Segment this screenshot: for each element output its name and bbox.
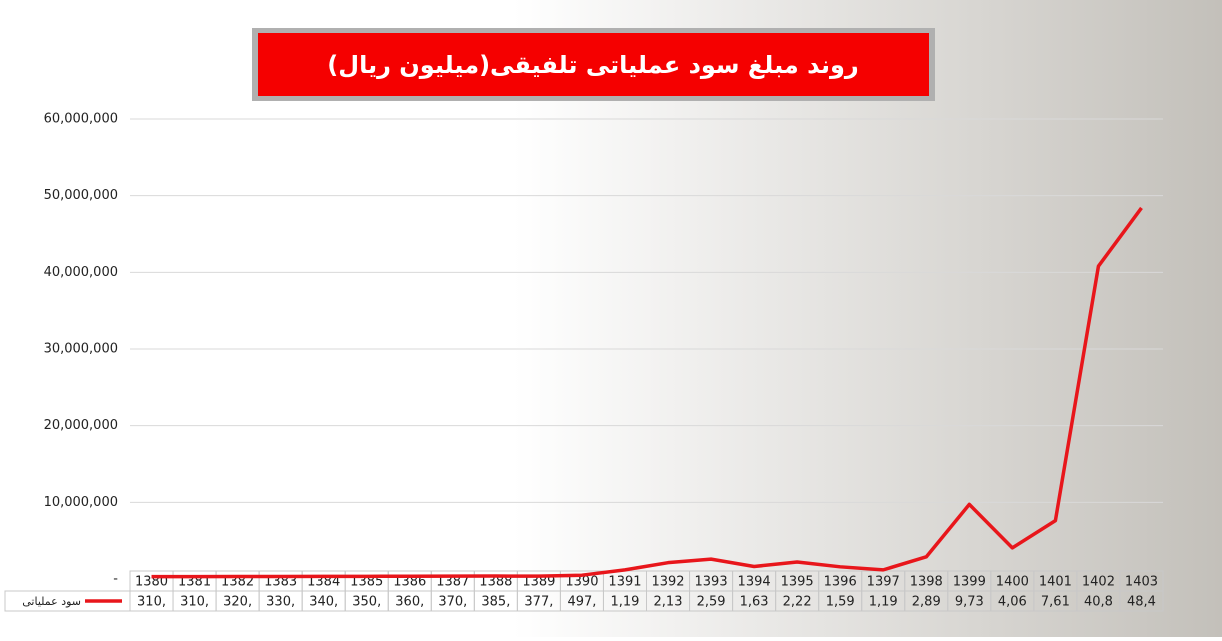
data-label: 320, [223,595,252,610]
x-tick-label: 1393 [695,575,728,590]
x-tick-label: 1383 [264,575,297,590]
data-label: 40,8 [1084,595,1113,610]
x-tick-label: 1389 [522,575,555,590]
data-label: 310, [180,595,209,610]
data-label: 7,61 [1041,595,1070,610]
data-label: 2,89 [912,595,941,610]
data-label: 340, [309,595,338,610]
x-tick-label: 1401 [1039,575,1072,590]
data-label: 1,63 [740,595,769,610]
data-label: 330, [266,595,295,610]
x-tick-label: 1388 [479,575,512,590]
chart-title: روند مبلغ سود عملیاتی تلفیقی(میلیون ریال… [327,51,858,79]
data-label: 350, [352,595,381,610]
x-tick-label: 1387 [436,575,469,590]
y-tick-label: 50,000,000 [44,188,118,203]
data-label: 2,22 [783,595,812,610]
y-tick-label: 60,000,000 [44,112,118,127]
data-label: 2,59 [697,595,726,610]
x-tick-label: 1399 [953,575,986,590]
data-label: 1,59 [826,595,855,610]
x-tick-label: 1398 [910,575,943,590]
y-tick-label: 20,000,000 [44,418,118,433]
y-tick-label: - [113,572,118,587]
data-label: 1,19 [869,595,898,610]
x-tick-label: 1390 [565,575,598,590]
table-cell [4,590,131,612]
legend-label: سود عملیاتی [22,595,81,608]
data-label: 310, [137,595,166,610]
x-tick-label: 1386 [393,575,426,590]
data-label: 48,4 [1127,595,1156,610]
data-label: 2,13 [654,595,683,610]
x-tick-label: 1384 [307,575,340,590]
x-tick-label: 1385 [350,575,383,590]
x-tick-label: 1402 [1082,575,1115,590]
y-tick-label: 30,000,000 [44,342,118,357]
x-tick-label: 1395 [781,575,814,590]
table-cell [1119,590,1164,612]
y-tick-label: 10,000,000 [44,495,118,510]
data-label: 377, [524,595,553,610]
data-label: 360, [395,595,424,610]
data-label: 385, [481,595,510,610]
y-tick-label: 40,000,000 [44,265,118,280]
line [151,206,1143,579]
data-label: 370, [438,595,467,610]
x-tick-label: 1391 [608,575,641,590]
data-label: 4,06 [998,595,1027,610]
data-label: 9,73 [955,595,984,610]
x-tick-label: 1403 [1125,575,1158,590]
x-tick-label: 1400 [996,575,1029,590]
x-tick-label: 1394 [738,575,771,590]
x-tick-label: 1392 [651,575,684,590]
x-tick-label: 1396 [824,575,857,590]
title-box [258,33,929,96]
x-tick-label: 1397 [867,575,900,590]
data-label: 497, [567,595,596,610]
data-label: 1,19 [611,595,640,610]
